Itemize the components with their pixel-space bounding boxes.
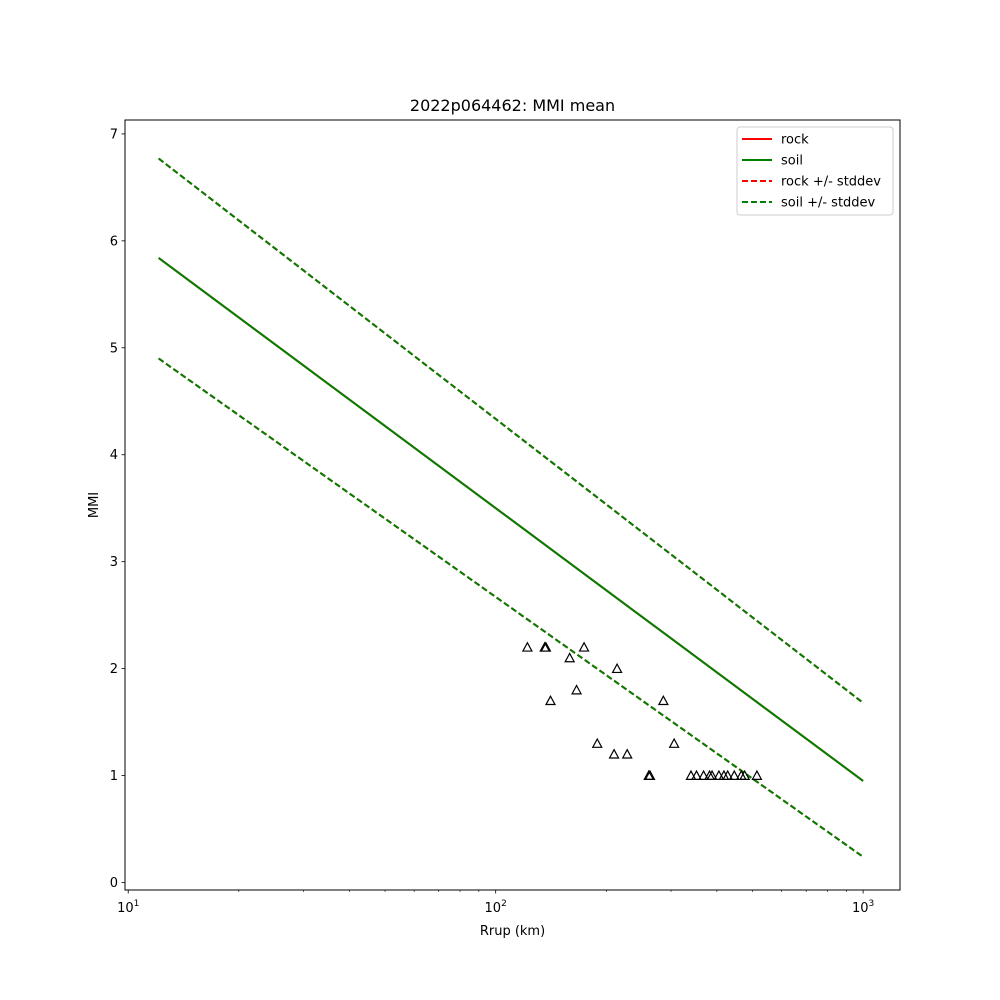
y-tick-label: 5 bbox=[110, 341, 118, 356]
x-tick-label: 101 bbox=[117, 899, 139, 916]
y-tick-label: 4 bbox=[110, 448, 118, 463]
observation-marker bbox=[608, 748, 620, 759]
legend-label: soil +/- stddev bbox=[781, 196, 876, 211]
y-tick-label: 3 bbox=[110, 555, 118, 570]
legend: rock soil rock +/- stddev soil +/- stddev bbox=[736, 126, 894, 216]
observation-marker bbox=[739, 769, 751, 780]
observation-marker bbox=[685, 769, 697, 780]
legend-label: soil bbox=[781, 154, 803, 169]
legend-box bbox=[736, 126, 894, 216]
series-line-soil-stddev-1 bbox=[158, 157, 864, 704]
observation-marker bbox=[690, 769, 703, 780]
y-tick-label: 1 bbox=[110, 769, 118, 784]
y-axis-label: MMI bbox=[87, 492, 102, 518]
series-line-soil bbox=[158, 257, 864, 782]
observation-marker bbox=[591, 737, 603, 748]
observation-marker bbox=[521, 641, 533, 652]
chart-title: 2022p064462: MMI mean bbox=[410, 96, 615, 115]
observation-marker bbox=[578, 641, 590, 652]
y-tick-label: 6 bbox=[110, 234, 118, 249]
x-axis: 101 102 103 bbox=[117, 890, 874, 916]
observation-marker bbox=[698, 769, 710, 780]
observation-marker bbox=[668, 737, 680, 748]
observation-marker bbox=[722, 769, 734, 780]
series-line-soil-stddev-2 bbox=[158, 357, 864, 858]
observation-marker bbox=[544, 694, 557, 706]
x-tick-label: 103 bbox=[852, 899, 874, 916]
observation-marker bbox=[706, 769, 718, 780]
y-tick-label: 7 bbox=[110, 127, 118, 142]
x-axis-label: Rrup (km) bbox=[480, 924, 545, 939]
observation-marker bbox=[611, 662, 623, 674]
observation-marker bbox=[657, 694, 669, 706]
observation-marker bbox=[540, 641, 552, 652]
observation-marker bbox=[728, 769, 740, 780]
observation-marker bbox=[751, 769, 763, 780]
x-tick-label: 102 bbox=[485, 899, 507, 916]
legend-label: rock bbox=[781, 133, 809, 148]
observation-marker bbox=[571, 684, 583, 695]
y-axis: 0 1 2 3 4 5 6 7 bbox=[110, 127, 125, 891]
observation-marker bbox=[564, 652, 576, 663]
observation-marker bbox=[621, 748, 633, 759]
observation-marker bbox=[644, 769, 656, 780]
legend-label: rock +/- stddev bbox=[781, 175, 881, 190]
plot-area-frame bbox=[124, 119, 901, 891]
y-tick-label: 2 bbox=[110, 662, 118, 677]
y-tick-label: 0 bbox=[110, 876, 118, 891]
